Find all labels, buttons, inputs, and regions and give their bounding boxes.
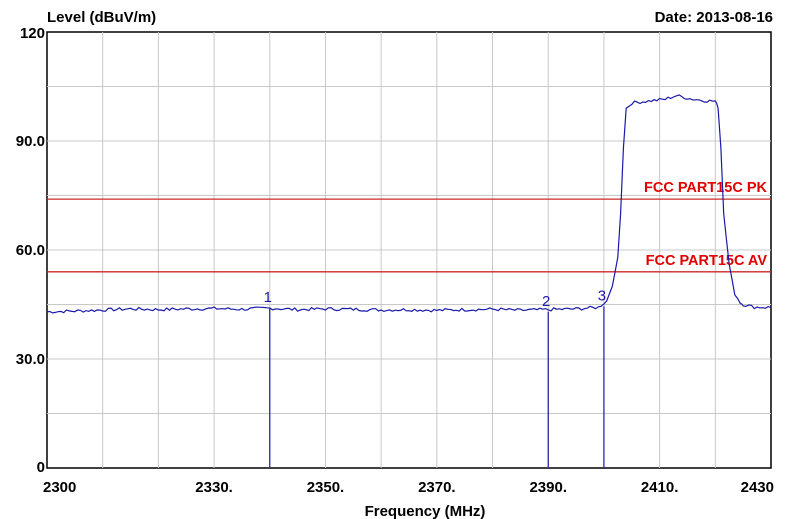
y-tick-label: 60.0 — [16, 242, 45, 259]
marker-label: 1 — [264, 289, 272, 306]
tick-labels: 2300 2330. 2350. 2370. 2390. 2410. 2430 0 30.0 60… — [16, 25, 774, 496]
date-label: Date: 2013-08-16 — [655, 9, 773, 26]
y-tick-label: 90.0 — [16, 133, 45, 150]
x-tick-label: 2410. — [641, 479, 679, 496]
marker-lines: 1 2 3 — [264, 287, 606, 468]
x-tick-label: 2300 — [43, 479, 76, 496]
limit-line-label: FCC PART15C PK — [644, 180, 768, 196]
x-tick-label: 2430 — [741, 479, 774, 496]
y-tick-label: 30.0 — [16, 351, 45, 368]
x-tick-label: 2350. — [307, 479, 345, 496]
marker-label: 2 — [542, 293, 550, 310]
trace-series — [46, 94, 772, 314]
limit-lines: FCC PART15C PK FCC PART15C AV — [47, 180, 771, 273]
x-tick-label: 2370. — [418, 479, 456, 496]
y-tick-label: 0 — [37, 459, 45, 476]
y-axis-label: Level (dBuV/m) — [47, 9, 156, 26]
x-tick-label: 2390. — [529, 479, 567, 496]
marker-label: 3 — [598, 287, 606, 304]
x-axis-label: Frequency (MHz) — [365, 503, 486, 519]
limit-line-label: FCC PART15C AV — [646, 253, 768, 269]
grid-lines — [47, 32, 771, 468]
x-tick-label: 2330. — [195, 479, 233, 496]
trace-line — [46, 94, 772, 314]
y-tick-label: 120 — [20, 25, 45, 42]
